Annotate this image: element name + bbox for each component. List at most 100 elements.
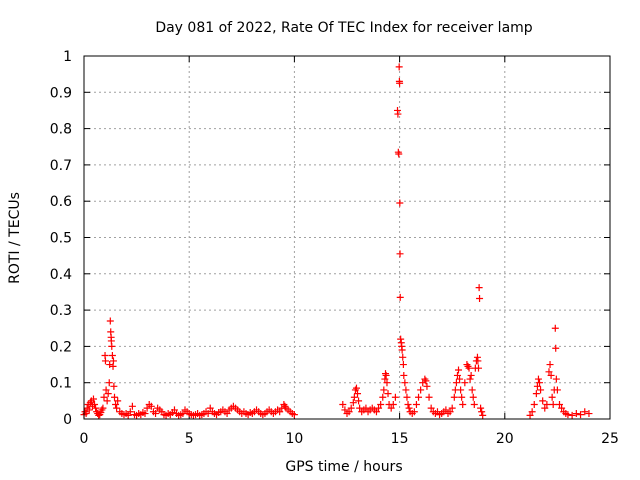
data-point [543, 400, 551, 408]
x-tick-label: 20 [496, 431, 514, 447]
data-point [464, 362, 472, 370]
data-point [352, 384, 360, 392]
data-point [403, 393, 411, 401]
data-point [478, 408, 486, 416]
y-tick-label: 0.6 [50, 194, 72, 210]
data-point [395, 63, 403, 71]
data-point [417, 386, 425, 394]
data-point [387, 404, 395, 412]
data-point [399, 361, 407, 369]
data-point [106, 361, 114, 369]
data-point [108, 342, 116, 350]
data-point [541, 404, 549, 412]
data-point [402, 386, 410, 394]
data-point [384, 390, 392, 398]
y-tick-label: 0.7 [50, 158, 72, 174]
x-tick-label: 15 [391, 431, 409, 447]
data-point [467, 371, 475, 379]
data-point [446, 408, 454, 416]
y-tick-label: 0.8 [50, 122, 72, 138]
data-point [396, 199, 404, 207]
data-point [372, 408, 380, 416]
plot-frame [83, 55, 611, 420]
data-point [383, 379, 391, 387]
data-point [355, 397, 363, 405]
data-point [91, 400, 99, 408]
data-point [553, 386, 561, 394]
data-point [389, 400, 397, 408]
data-point [536, 379, 544, 387]
data-point [412, 400, 420, 408]
y-tick-label: 0.1 [50, 376, 72, 392]
data-point [546, 361, 554, 369]
data-point [152, 410, 160, 418]
data-point [128, 402, 136, 410]
data-point [102, 386, 110, 394]
data-point [109, 357, 117, 365]
data-point [442, 406, 450, 414]
data-point [114, 397, 122, 405]
data-point [404, 400, 412, 408]
data-point [572, 410, 580, 418]
data-point [581, 408, 589, 416]
data-point [474, 357, 482, 365]
data-point [112, 400, 120, 408]
data-point [170, 406, 178, 414]
data-point [85, 406, 93, 414]
data-point [113, 404, 121, 412]
data-point [457, 386, 465, 394]
data-point [362, 404, 370, 412]
data-point [539, 397, 547, 405]
data-point [290, 411, 298, 419]
data-point [89, 395, 97, 403]
data-point [126, 408, 134, 416]
y-tick-label: 0.4 [50, 267, 72, 283]
data-point [551, 324, 559, 332]
data-point [347, 404, 355, 412]
data-point [477, 404, 485, 412]
data-point [410, 408, 418, 416]
data-point [526, 411, 534, 419]
data-point [475, 364, 482, 372]
data-point [206, 404, 214, 412]
data-point [345, 408, 353, 416]
x-tick-label: 0 [80, 431, 89, 447]
y-tick-label: 0.2 [50, 339, 72, 355]
data-point [339, 400, 347, 408]
data-point [427, 404, 435, 412]
x-tick-label: 10 [285, 431, 303, 447]
tick-labels: 00.10.20.30.40.50.60.70.80.910 5 10 15 20 25 [50, 49, 619, 447]
data-point [341, 406, 349, 414]
data-point [552, 375, 560, 383]
x-tick-label: 5 [185, 431, 194, 447]
data-point [396, 79, 404, 87]
y-tick-label: 0.3 [50, 303, 72, 319]
data-point [350, 393, 358, 401]
data-point [405, 404, 413, 412]
data-point [534, 375, 542, 383]
data-point [105, 379, 113, 387]
data-point [381, 375, 389, 383]
data-point [469, 393, 477, 401]
data-point [354, 390, 362, 398]
x-tick-label: 25 [601, 431, 619, 447]
data-point [425, 393, 433, 401]
y-tick-label: 0.9 [50, 85, 72, 101]
data-point [382, 370, 390, 378]
grid-lines [84, 56, 610, 419]
data-point [108, 351, 116, 359]
data-point [395, 150, 403, 158]
data-point [545, 368, 553, 376]
data-point [100, 393, 108, 401]
data-point [401, 379, 409, 387]
data-point [422, 377, 430, 385]
data-point [533, 382, 541, 390]
data-point [349, 399, 357, 407]
data-point [585, 410, 593, 418]
data-point [356, 404, 364, 412]
data-point [141, 410, 149, 418]
data-point [415, 393, 423, 401]
data-point [475, 284, 483, 292]
data-point [179, 410, 187, 418]
data-point [124, 411, 132, 419]
